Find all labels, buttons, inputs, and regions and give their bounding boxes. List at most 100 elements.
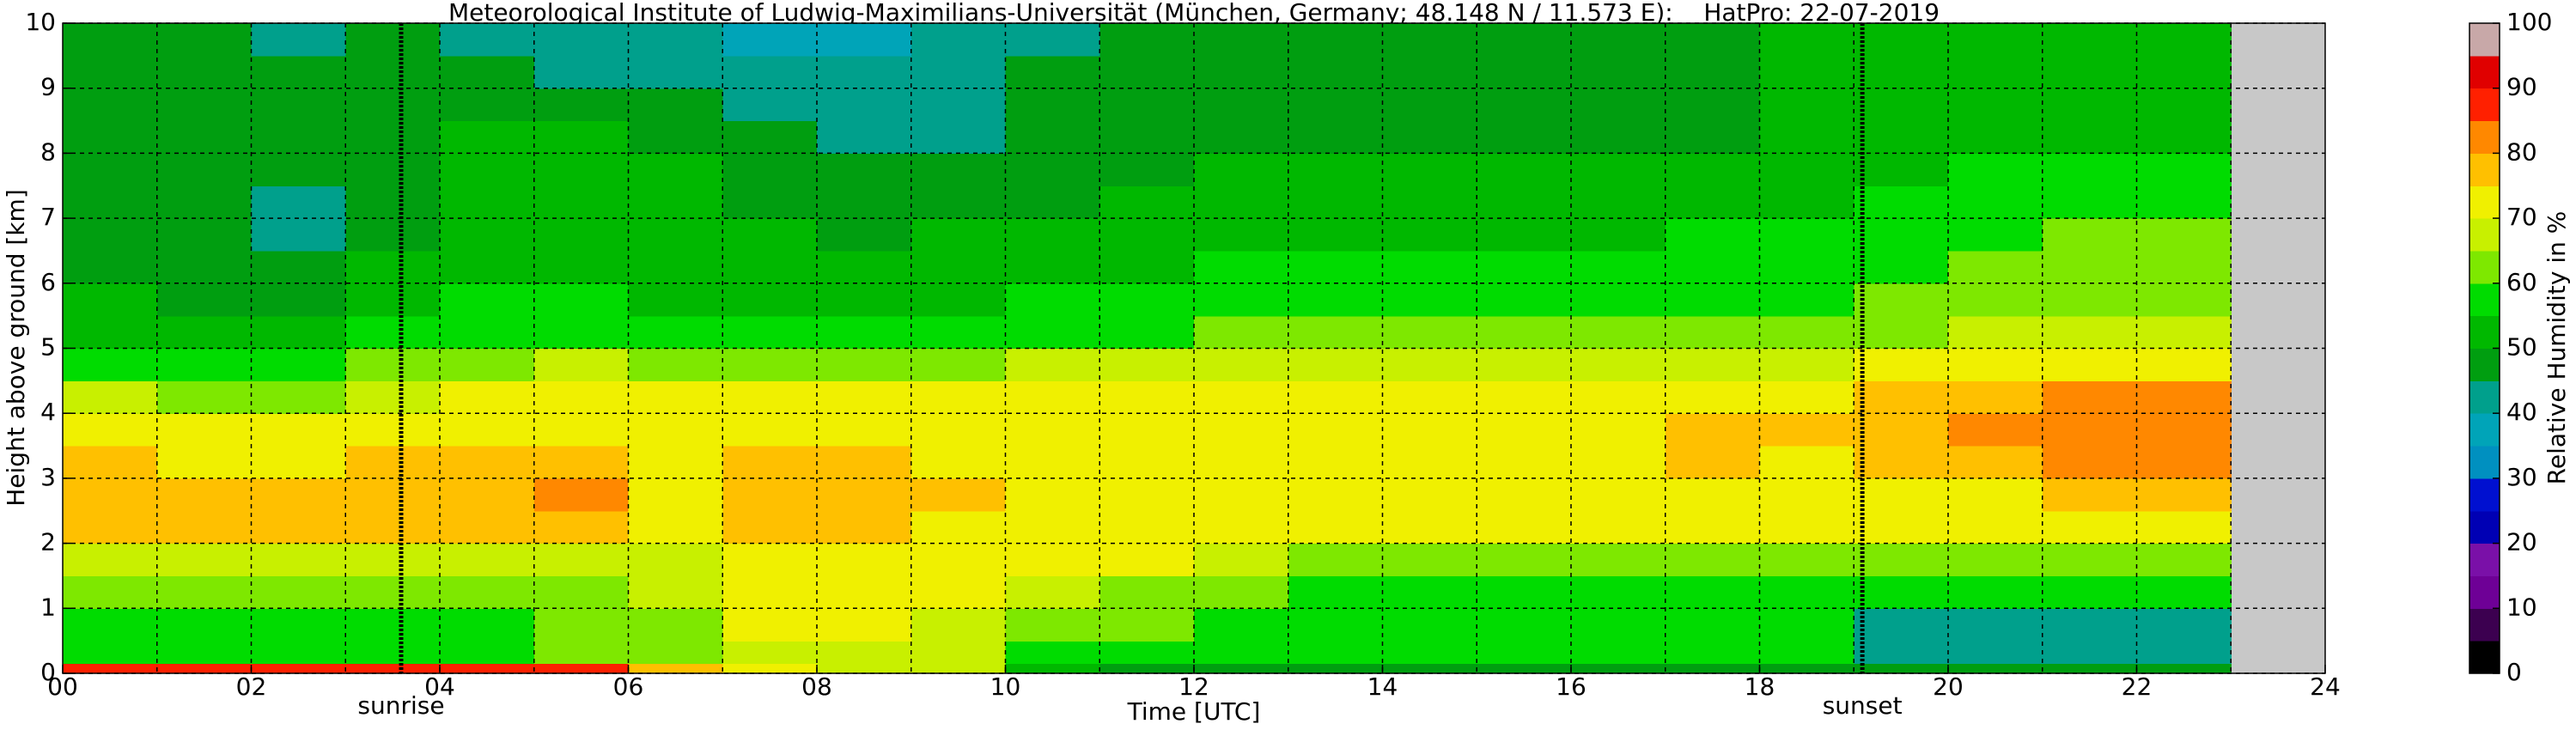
heatmap-cell (1005, 23, 1100, 57)
heatmap-cell (910, 23, 1007, 57)
heatmap-cell (156, 218, 253, 252)
heatmap-cell (1194, 641, 1289, 665)
colorbar-tick-label: 100 (2506, 8, 2552, 36)
heatmap-cell (817, 88, 912, 122)
heatmap-cell (1477, 641, 1572, 665)
heatmap-cell (722, 250, 818, 284)
heatmap-cell (1288, 120, 1384, 154)
heatmap-cell (345, 23, 441, 57)
y-tick-label: 3 (40, 463, 56, 491)
heatmap-cell (156, 120, 253, 154)
heatmap-cell (910, 575, 1007, 609)
heatmap-cell (1477, 88, 1572, 122)
heatmap-cell (345, 88, 441, 122)
heatmap-cell (2136, 186, 2232, 219)
heatmap-cell (1099, 218, 1195, 252)
heatmap-cell (1099, 608, 1195, 642)
heatmap-cell (1854, 23, 1949, 57)
colorbar-tick-label: 60 (2506, 268, 2537, 296)
heatmap-cell (1194, 120, 1289, 154)
colorbar-swatch (2469, 186, 2500, 219)
heatmap-cell (628, 446, 723, 479)
heatmap-cell (156, 641, 253, 665)
heatmap-cell (722, 413, 818, 447)
heatmap-cell (1948, 478, 2043, 512)
heatmap-cell (1948, 250, 2043, 284)
heatmap-cell (63, 55, 158, 89)
heatmap-cell (533, 663, 630, 674)
heatmap-cell (440, 543, 535, 577)
heatmap-cell (1194, 88, 1289, 122)
heatmap-cell (1854, 413, 1949, 447)
heatmap-cell (440, 446, 535, 479)
heatmap-cell (1571, 315, 1666, 350)
heatmap-cell (1194, 153, 1289, 186)
heatmap-cell (628, 543, 723, 577)
colorbar-swatch (2469, 315, 2500, 349)
heatmap-cell (910, 186, 1007, 219)
heatmap-cell (817, 153, 912, 186)
heatmap-cell (63, 23, 158, 57)
heatmap-cell (63, 575, 158, 609)
heatmap-cell (63, 120, 158, 154)
heatmap-cell (628, 23, 723, 57)
heatmap-cell (1665, 380, 1761, 414)
heatmap-cell (1759, 120, 1854, 154)
heatmap-cell (1382, 23, 1477, 57)
heatmap-cell (345, 663, 441, 674)
heatmap-cell (440, 283, 535, 317)
heatmap-cell (1477, 218, 1572, 252)
heatmap-cell (1571, 250, 1666, 284)
heatmap-cell (1099, 186, 1195, 219)
x-tick-label: 18 (1745, 672, 1775, 701)
heatmap-cell (440, 120, 535, 154)
x-tick-label: 00 (47, 672, 78, 701)
heatmap-cell (1948, 283, 2043, 317)
x-tick-label: 02 (236, 672, 267, 701)
heatmap-cell (910, 663, 1007, 674)
heatmap-cell (1854, 186, 1949, 219)
y-tick-label: 6 (40, 268, 56, 296)
heatmap-cell (2136, 315, 2232, 350)
heatmap-cell (251, 446, 346, 479)
heatmap-cell (1571, 413, 1666, 447)
colorbar-swatch (2469, 218, 2500, 252)
heatmap-cell (2042, 120, 2138, 154)
y-tick-label: 1 (40, 593, 56, 621)
heatmap-cell (533, 575, 630, 609)
heatmap-cell (1571, 608, 1666, 642)
heatmap-cell (1477, 283, 1572, 317)
heatmap-cell (156, 543, 253, 577)
heatmap-cell (1854, 380, 1949, 414)
heatmap-cell (1005, 413, 1100, 447)
heatmap-cell (1477, 250, 1572, 284)
y-tick-label: 4 (40, 398, 56, 426)
heatmap-cell (1382, 250, 1477, 284)
heatmap-cell (722, 348, 818, 381)
heatmap-cell (1759, 218, 1854, 252)
heatmap-cell (1477, 608, 1572, 642)
heatmap-cell (817, 478, 912, 512)
heatmap-cell (1665, 218, 1761, 252)
heatmap-cell (910, 380, 1007, 414)
heatmap-cell (251, 120, 346, 154)
heatmap-cell (628, 120, 723, 154)
heatmap-cell (1759, 446, 1854, 479)
colorbar-tick-label: 20 (2506, 528, 2537, 557)
heatmap-cell (1759, 153, 1854, 186)
heatmap-cell (1571, 283, 1666, 317)
heatmap-cell (251, 250, 346, 284)
heatmap-cell (1382, 55, 1477, 89)
annotation-label: sunset (1823, 691, 1903, 720)
heatmap-cell (63, 380, 158, 414)
heatmap-cell (1288, 663, 1384, 674)
heatmap-cell (2042, 315, 2138, 350)
heatmap-cell (2136, 153, 2232, 186)
heatmap-cell (1099, 315, 1195, 350)
heatmap-cell (1477, 413, 1572, 447)
heatmap-cell (1759, 663, 1854, 674)
colorbar-swatch (2469, 413, 2500, 447)
heatmap-cell (63, 186, 158, 219)
heatmap-cell (1099, 23, 1195, 57)
heatmap-cell (628, 348, 723, 381)
